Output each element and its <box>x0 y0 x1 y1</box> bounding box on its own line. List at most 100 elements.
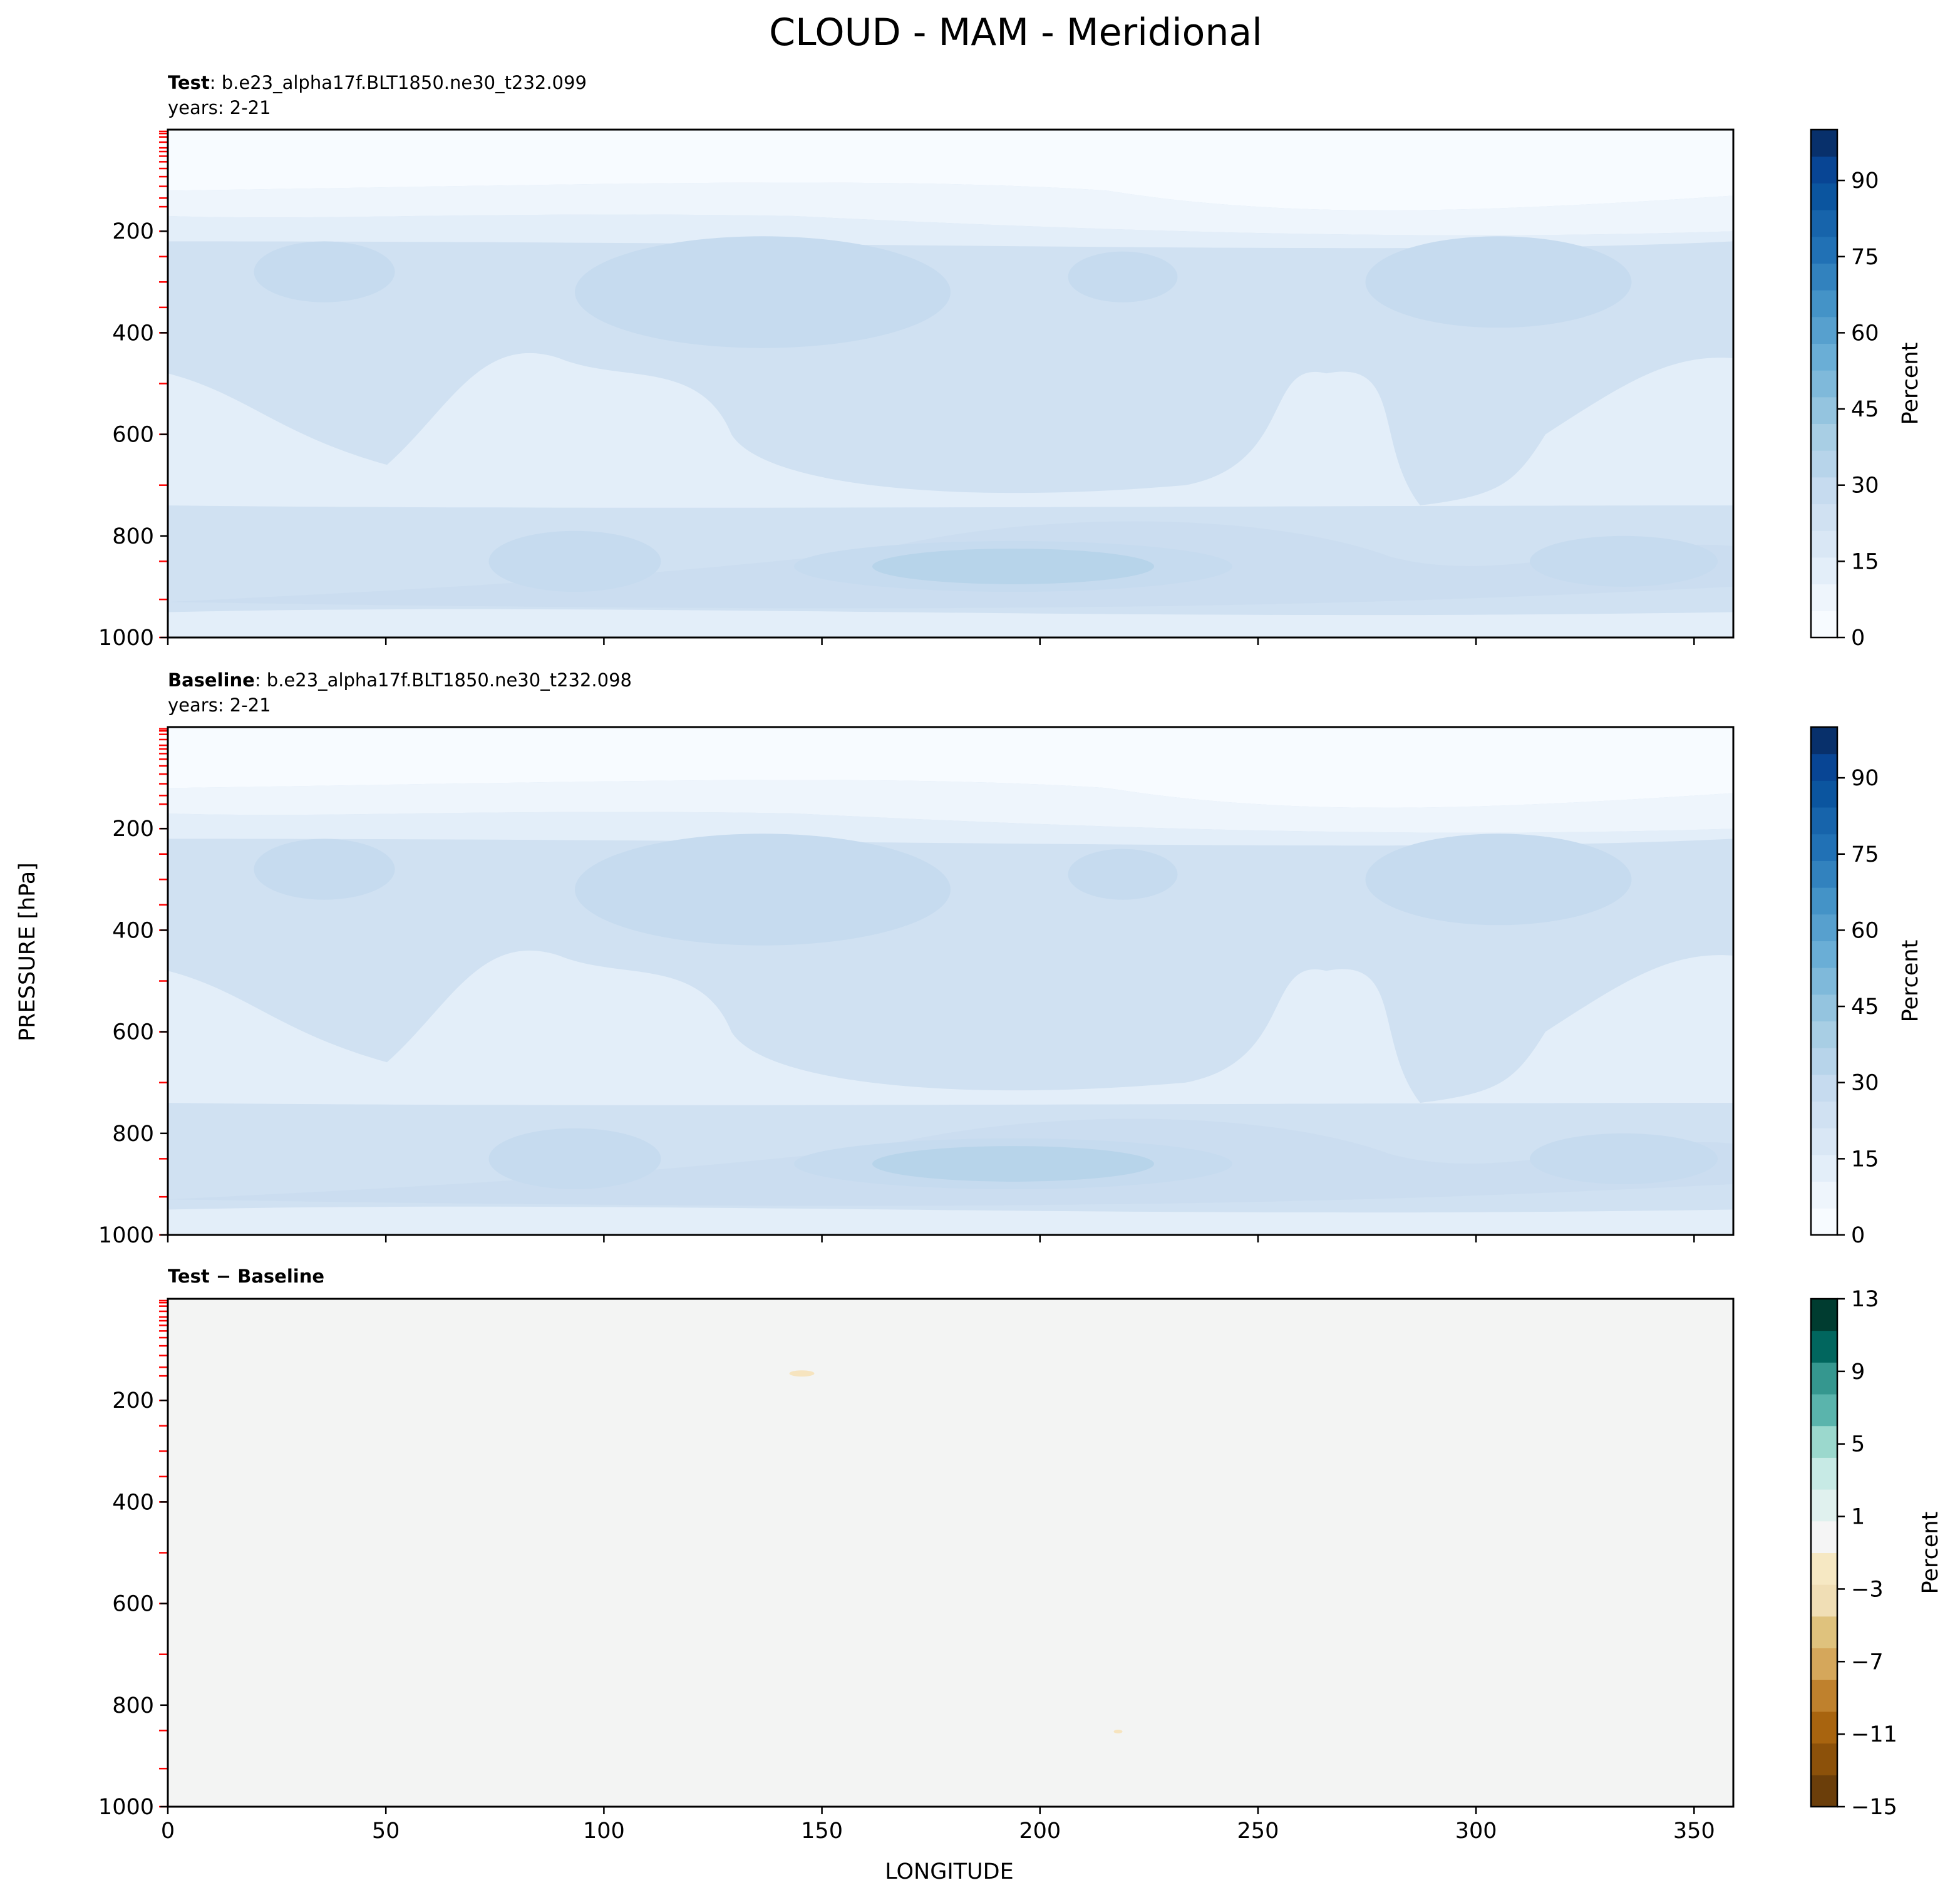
contour-band-upper-cell <box>254 241 395 302</box>
colorbar-swatch <box>1811 994 1837 1022</box>
contour-band-upper-cell <box>575 834 951 946</box>
colorbar-label: Percent <box>1898 343 1923 425</box>
contour-band-background <box>168 1299 1733 1807</box>
contour-band-surface <box>168 609 1733 638</box>
y-axis-label: PRESSURE [hPa] <box>15 862 40 1041</box>
colorbar-swatch <box>1811 316 1837 344</box>
y-tick-label: 600 <box>112 1020 154 1045</box>
x-tick-label: 350 <box>1673 1819 1715 1844</box>
x-tick-label: 0 <box>161 1819 175 1844</box>
colorbar-swatch <box>1811 584 1837 611</box>
colorbar-swatch <box>1811 941 1837 968</box>
panel-title: Test − Baseline <box>168 1266 324 1287</box>
colorbar-swatch <box>1811 423 1837 451</box>
contour-band-upper-thin <box>168 780 1733 833</box>
colorbar-tick-label: −15 <box>1851 1795 1897 1820</box>
colorbar-frame <box>1810 128 1839 639</box>
contour-band-midlevel <box>168 353 1733 508</box>
contour-field <box>168 130 1733 638</box>
panel-subtitle: years: 2-21 <box>168 694 271 716</box>
colorbar-label: Percent <box>1918 1512 1943 1594</box>
y-tick-label: 600 <box>112 423 154 448</box>
contour-field <box>168 1299 1733 1807</box>
panel-title-rest: : b.e23_alpha17f.BLT1850.ne30_t232.098 <box>255 669 632 691</box>
y-axis: 200 400 600 800 1000 <box>98 817 168 1248</box>
x-tick-label: 250 <box>1237 1819 1279 1844</box>
contour-band-upper-clear <box>168 130 1733 210</box>
y-tick-label: 1000 <box>98 1223 154 1248</box>
plot-frame <box>167 1298 1735 1808</box>
colorbar-tick-label: 0 <box>1851 1223 1865 1248</box>
y-tick-label: 1000 <box>98 626 154 651</box>
colorbar-swatch <box>1811 1521 1837 1553</box>
panel-test: Test: b.e23_alpha17f.BLT1850.ne30_t232.0… <box>98 72 1923 651</box>
colorbar-swatch <box>1811 753 1837 781</box>
y-tick-label: 800 <box>112 1122 154 1147</box>
contour-band-upper-cell <box>1365 834 1632 926</box>
x-tick-label: 300 <box>1455 1819 1497 1844</box>
x-tick-label: 100 <box>583 1819 625 1844</box>
contour-band-lower-cell <box>1530 535 1718 587</box>
colorbar-swatch <box>1811 370 1837 398</box>
panel-baseline: Baseline: b.e23_alpha17f.BLT1850.ne30_t2… <box>98 669 1923 1248</box>
y-axis: 200 400 600 800 1000 <box>98 219 168 651</box>
y-tick-label: 400 <box>112 321 154 346</box>
colorbar-swatch <box>1811 1362 1837 1395</box>
contour-band-upper-cell <box>1365 236 1632 328</box>
panel-title: Test: b.e23_alpha17f.BLT1850.ne30_t232.0… <box>168 72 587 93</box>
contour-band-surface <box>168 1206 1733 1235</box>
colorbar-swatch <box>1811 183 1837 210</box>
y-tick-label: 800 <box>112 1693 154 1718</box>
y-tick-label: 200 <box>112 219 154 244</box>
plot-frame <box>167 128 1735 639</box>
colorbar-tick-label: 90 <box>1851 766 1879 791</box>
y-tick-label: 200 <box>112 1388 154 1413</box>
colorbar-tick-label: 9 <box>1851 1360 1865 1385</box>
colorbar-label: Percent <box>1898 940 1923 1023</box>
model-level-marks <box>159 1299 168 1808</box>
colorbar-swatch <box>1811 1743 1837 1775</box>
colorbar-swatch <box>1811 1208 1837 1236</box>
colorbar-swatch <box>1811 1648 1837 1680</box>
colorbar-swatch <box>1811 1101 1837 1128</box>
colorbar-tick-label: 90 <box>1851 168 1879 194</box>
colorbar-swatch <box>1811 1330 1837 1363</box>
colorbar-tick-label: −3 <box>1851 1577 1884 1602</box>
colorbar-swatch <box>1811 611 1837 638</box>
colorbar-tick-label: 5 <box>1851 1432 1865 1457</box>
colorbar-swatch <box>1811 263 1837 291</box>
contour-band-upper-cell <box>1068 251 1178 302</box>
colorbar-swatch <box>1811 807 1837 835</box>
contour-band-negative-spot <box>1113 1729 1123 1733</box>
contour-band-upper-cell <box>1068 849 1178 900</box>
figure-title: CLOUD - MAM - Meridional <box>769 11 1262 54</box>
colorbar-swatch <box>1811 1021 1837 1048</box>
colorbar-swatch <box>1811 130 1837 157</box>
y-axis: 200 400 600 800 1000 <box>98 1388 168 1820</box>
colorbar-swatch <box>1811 1074 1837 1102</box>
colorbar-swatch <box>1811 1552 1837 1585</box>
colorbar: 0 15 30 45 60 75 90 <box>1810 726 1879 1248</box>
contour-band-lower-core <box>872 1146 1154 1182</box>
contour-band-upper-clear <box>168 727 1733 808</box>
panel-title-bold: Baseline <box>168 669 255 691</box>
colorbar-tick-label: 60 <box>1851 321 1879 346</box>
colorbar-frame <box>1810 1298 1839 1808</box>
x-tick-label: 50 <box>372 1819 400 1844</box>
colorbar-tick-label: 30 <box>1851 1071 1879 1096</box>
contour-band-lower-core <box>872 549 1154 584</box>
colorbar-swatch <box>1811 343 1837 371</box>
colorbar-tick-label: −11 <box>1851 1722 1897 1747</box>
colorbar-swatch <box>1811 1154 1837 1182</box>
y-tick-label: 400 <box>112 918 154 943</box>
panel-title-rest: : b.e23_alpha17f.BLT1850.ne30_t232.099 <box>210 72 587 93</box>
colorbar-tick-label: 15 <box>1851 1147 1879 1172</box>
colorbar-swatch <box>1811 1128 1837 1155</box>
panel-difference: Test − Baseline 200 400 600 800 1000 0 50 100 1… <box>98 1266 1943 1844</box>
panel-title-bold: Test <box>168 72 210 93</box>
colorbar-swatch <box>1811 1775 1837 1807</box>
contour-band-lower-cell <box>1530 1133 1718 1184</box>
colorbar-tick-label: 1 <box>1851 1505 1865 1530</box>
colorbar-swatch <box>1811 1680 1837 1712</box>
